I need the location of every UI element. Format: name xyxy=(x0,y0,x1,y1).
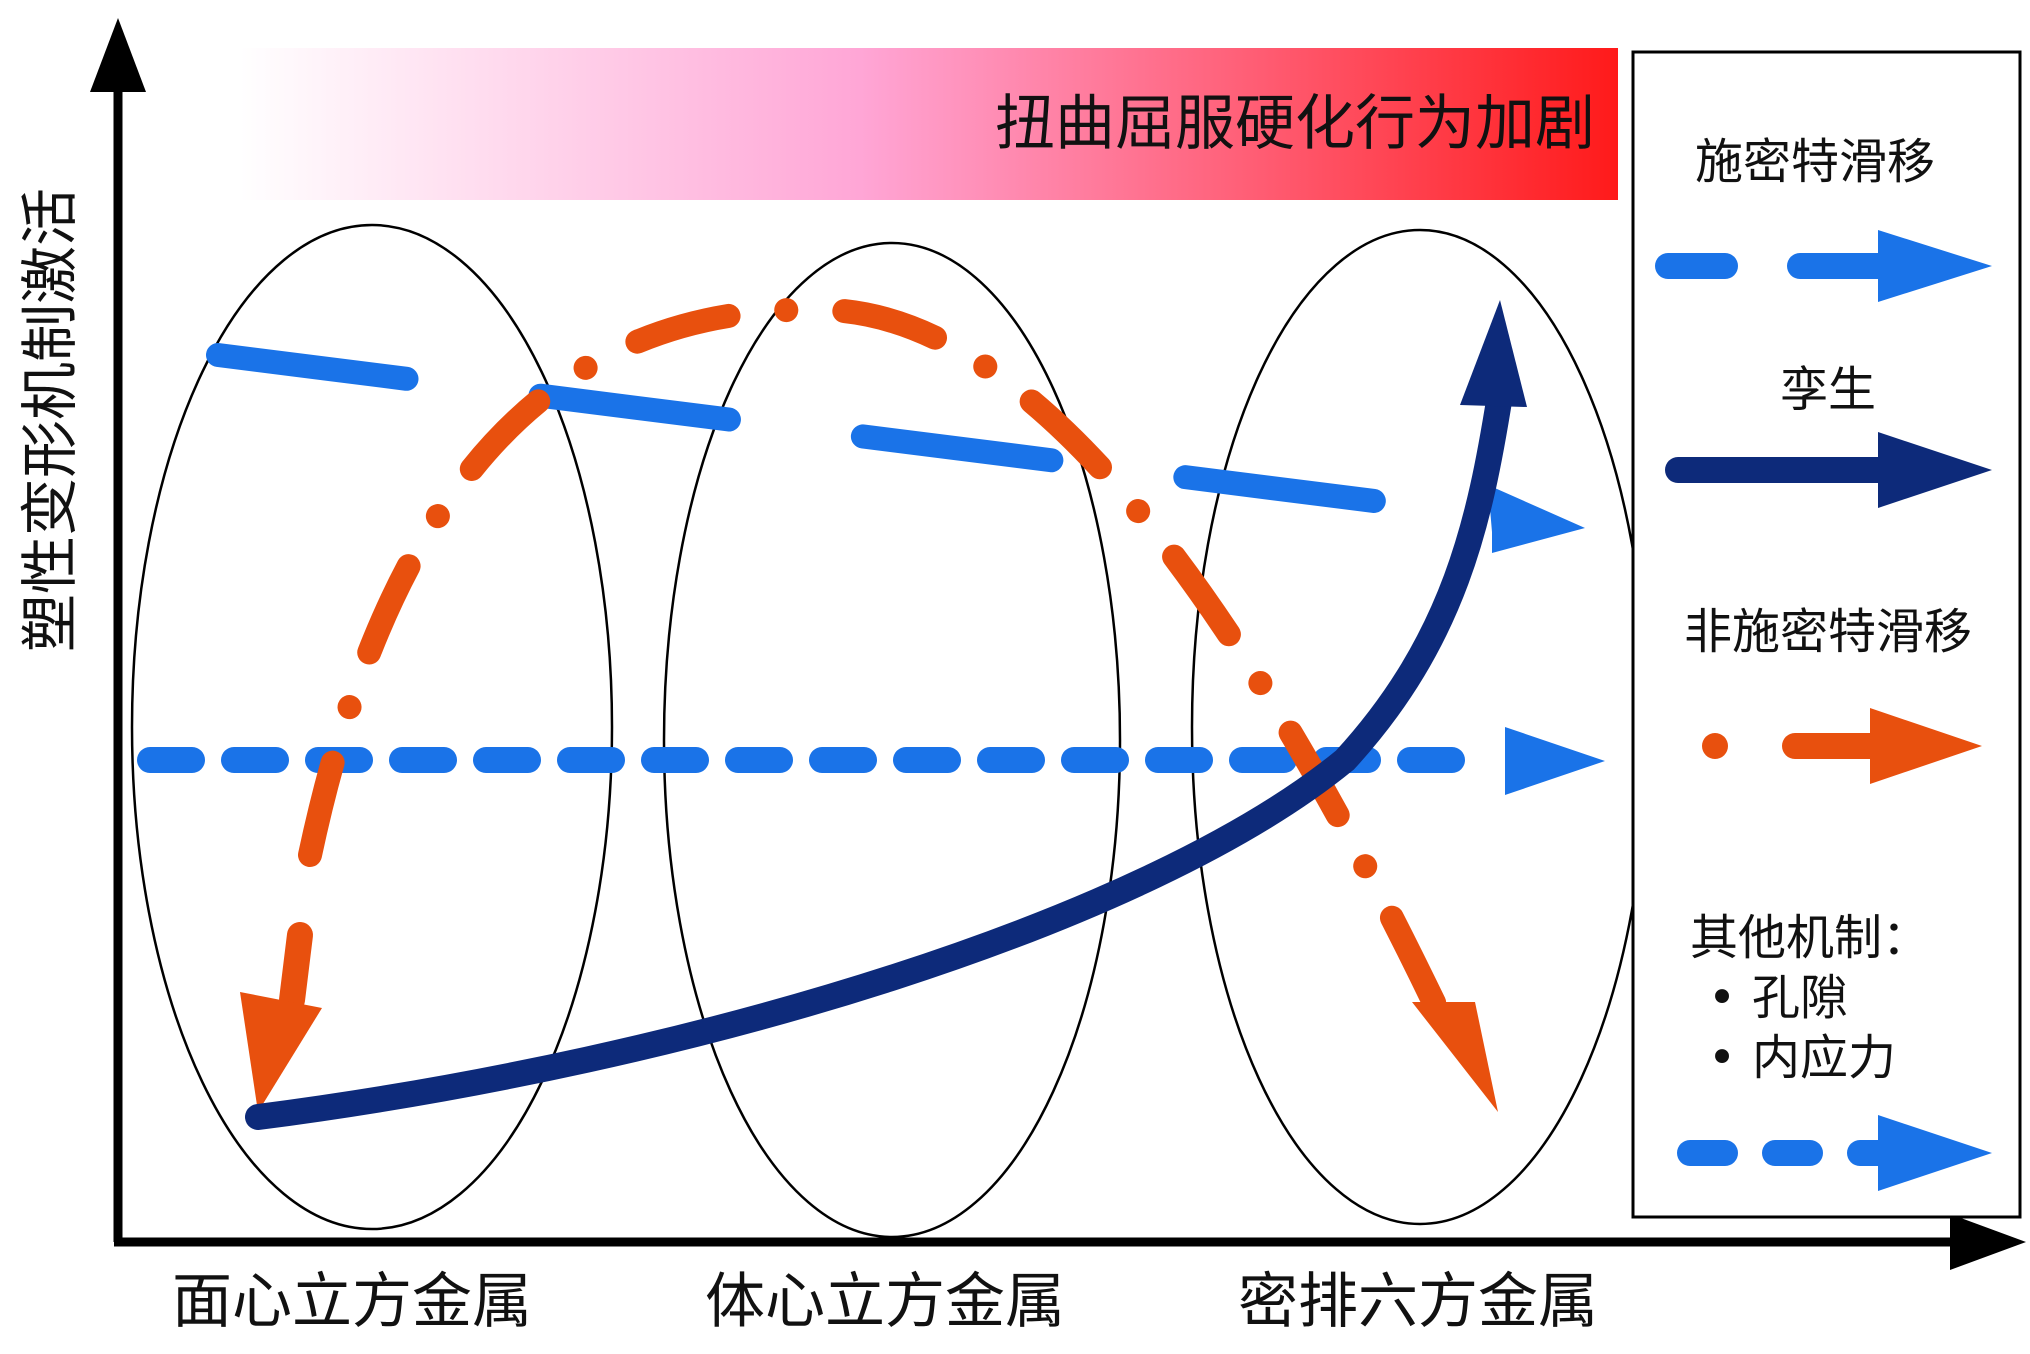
y-axis-label: 塑性变形机制激活 xyxy=(16,188,84,652)
legend-other-bullet-2: • xyxy=(1708,1030,1736,1086)
x-axis-categories: 面心立方金属 体心立方金属 密排六方金属 xyxy=(172,1267,1598,1337)
other-mechanism-trend xyxy=(137,727,1605,795)
schmid-slip-arrow-icon xyxy=(1488,485,1585,553)
non-schmid-slip-line xyxy=(298,297,1452,1027)
category-label-fcc: 面心立方金属 xyxy=(172,1267,532,1337)
legend-schmid-label: 施密特滑移 xyxy=(1695,134,1935,190)
legend-box xyxy=(1631,50,2022,1219)
legend-other-bullet-1: • xyxy=(1708,970,1736,1026)
banner-gradient-bar xyxy=(240,48,1618,200)
legend-twin-arrow-icon xyxy=(1878,432,1992,508)
hardening-banner: 扭曲屈服硬化行为加剧 xyxy=(240,48,1618,200)
twinning-line xyxy=(245,382,1513,1130)
legend-other-label: 其他机制： xyxy=(1690,910,1930,966)
twinning-trend xyxy=(245,300,1527,1130)
legend-non-schmid-arrow-icon xyxy=(1870,708,1982,784)
hcp-ellipse xyxy=(1190,228,1650,1226)
legend-schmid-arrow-icon xyxy=(1878,230,1992,302)
legend-non-schmid-dot xyxy=(1702,733,1728,759)
legend-other-arrow-icon xyxy=(1878,1115,1992,1191)
schmid-slip-trend xyxy=(206,343,1585,553)
x-axis-arrow-icon xyxy=(1950,1214,2026,1270)
non-schmid-end-arrow-icon xyxy=(1412,1002,1498,1112)
banner-text: 扭曲屈服硬化行为加剧 xyxy=(995,89,1595,159)
fcc-ellipse xyxy=(130,223,614,1231)
legend-non-schmid-label: 非施密特滑移 xyxy=(1684,604,1972,660)
axes xyxy=(90,18,2026,1270)
category-label-bcc: 体心立方金属 xyxy=(705,1267,1065,1337)
schmid-slip-line xyxy=(206,343,1402,515)
non-schmid-slip-trend xyxy=(240,297,1498,1112)
legend: 施密特滑移 孪生 非施密特滑移 其他机制： • 孔隙 • 内应力 xyxy=(1631,50,2022,1219)
non-schmid-start-arrow-icon xyxy=(240,992,322,1112)
category-label-hcp: 密排六方金属 xyxy=(1238,1267,1598,1337)
other-mechanism-arrow-icon xyxy=(1505,727,1605,795)
legend-other-item-pores: 孔隙 xyxy=(1752,970,1848,1026)
legend-twin-label: 孪生 xyxy=(1780,362,1876,418)
y-axis-arrow-icon xyxy=(90,18,146,92)
legend-other-item-internal-stress: 内应力 xyxy=(1752,1030,1896,1086)
twinning-arrow-icon xyxy=(1460,300,1527,407)
bcc-ellipse xyxy=(662,241,1122,1239)
non-schmid-start-shaft xyxy=(279,922,313,1013)
